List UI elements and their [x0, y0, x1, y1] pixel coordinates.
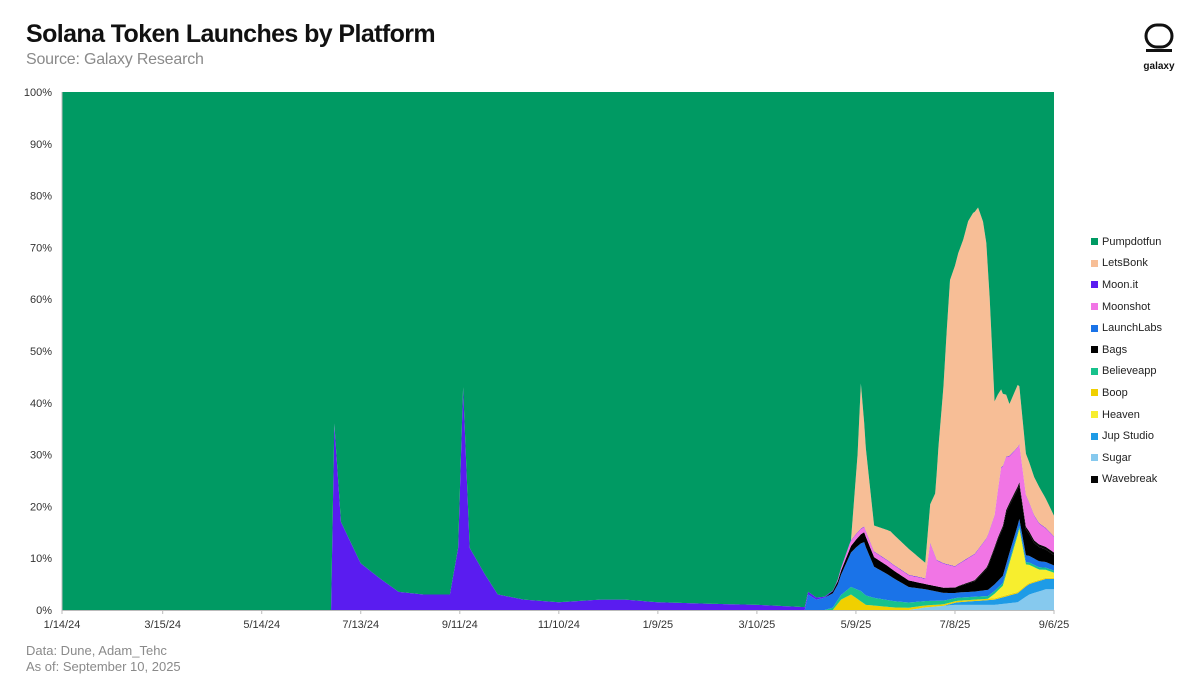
- axes: 0% 10% 20% 30% 40% 50% 60% 70% 80% 90% 100% 1/14/24…: [24, 87, 1069, 631]
- legend-label: Sugar: [1102, 451, 1132, 464]
- legend-label: LetsBonk: [1102, 257, 1148, 270]
- area-bags: [62, 484, 1054, 610]
- x-tick-label: 9/11/24: [442, 619, 478, 631]
- legend-swatch: [1091, 346, 1098, 354]
- legend-item: LaunchLabs: [1091, 317, 1162, 339]
- x-tick-label: 1/9/25: [643, 619, 674, 631]
- legend-item: Jup Studio: [1091, 425, 1162, 447]
- y-tick-label: 100%: [24, 87, 52, 99]
- y-tick-label: 90%: [30, 139, 52, 151]
- footer-data-source: Data: Dune, Adam_Tehc: [26, 643, 167, 658]
- y-tick-label: 0%: [36, 605, 52, 617]
- legend-label: Boop: [1102, 386, 1128, 399]
- legend-item: Wavebreak: [1091, 469, 1162, 491]
- galaxy-wordmark: galaxy: [1143, 61, 1175, 72]
- legend-label: Moonshot: [1102, 300, 1151, 313]
- legend-item: Believeapp: [1091, 361, 1162, 383]
- legend-label: Moon.it: [1102, 278, 1139, 291]
- x-tick-label: 11/10/24: [538, 619, 580, 631]
- legend-item: Sugar: [1091, 447, 1162, 469]
- area-launchlabs: [62, 518, 1054, 610]
- y-tick-label: 30%: [30, 450, 52, 462]
- legend-label: Wavebreak: [1102, 473, 1158, 486]
- legend-swatch: [1091, 367, 1098, 375]
- legend-label: Jup Studio: [1102, 430, 1154, 443]
- legend-item: Bags: [1091, 339, 1162, 361]
- x-tick-label: 3/15/24: [144, 619, 181, 631]
- x-tick-label: 7/8/25: [940, 619, 971, 631]
- galaxy-logo-icon: [1144, 23, 1174, 52]
- legend-item: LetsBonk: [1091, 253, 1162, 275]
- x-tick-label: 7/13/24: [342, 619, 379, 631]
- x-tick-label: 5/14/24: [243, 619, 280, 631]
- legend-swatch: [1091, 281, 1098, 289]
- legend-label: Heaven: [1102, 408, 1140, 421]
- legend: Pumpdotfun LetsBonk Moon.it Moonshot LaunchL…: [1091, 231, 1162, 490]
- chart-title: Solana Token Launches by Platform: [26, 20, 436, 48]
- y-tick-label: 60%: [30, 294, 52, 306]
- legend-label: LaunchLabs: [1102, 322, 1162, 335]
- y-tick-label: 20%: [30, 501, 52, 513]
- legend-swatch: [1091, 238, 1098, 246]
- footer-as-of: As of: September 10, 2025: [26, 659, 181, 674]
- x-tick-label: 9/6/25: [1039, 619, 1070, 631]
- legend-label: Bags: [1102, 343, 1128, 356]
- chart-subtitle: Source: Galaxy Research: [26, 51, 204, 68]
- legend-swatch: [1091, 303, 1098, 311]
- legend-item: Moonshot: [1091, 296, 1162, 318]
- y-tick-label: 70%: [30, 242, 52, 254]
- legend-item: Heaven: [1091, 404, 1162, 426]
- y-tick-label: 10%: [30, 553, 52, 565]
- legend-swatch: [1091, 389, 1098, 397]
- legend-item: Pumpdotfun: [1091, 231, 1162, 253]
- legend-swatch: [1091, 475, 1098, 483]
- galaxy-logo: galaxy: [1138, 22, 1180, 72]
- x-tick-label: 1/14/24: [44, 619, 81, 631]
- legend-swatch: [1091, 454, 1098, 462]
- legend-label: Pumpdotfun: [1102, 235, 1162, 248]
- legend-label: Believeapp: [1102, 365, 1157, 378]
- y-tick-label: 40%: [30, 398, 52, 410]
- legend-swatch: [1091, 324, 1098, 332]
- area-sugar: [62, 589, 1054, 610]
- y-tick-label: 80%: [30, 191, 52, 203]
- x-tick-label: 3/10/25: [739, 619, 776, 631]
- legend-swatch: [1091, 411, 1098, 419]
- legend-swatch: [1091, 259, 1098, 267]
- y-tick-label: 50%: [30, 346, 52, 358]
- legend-swatch: [1091, 432, 1098, 440]
- x-tick-label: 5/9/25: [841, 619, 872, 631]
- area-pumpdotfun: [62, 92, 1054, 610]
- legend-item: Moon.it: [1091, 274, 1162, 296]
- legend-item: Boop: [1091, 382, 1162, 404]
- area-layers: [62, 92, 1054, 610]
